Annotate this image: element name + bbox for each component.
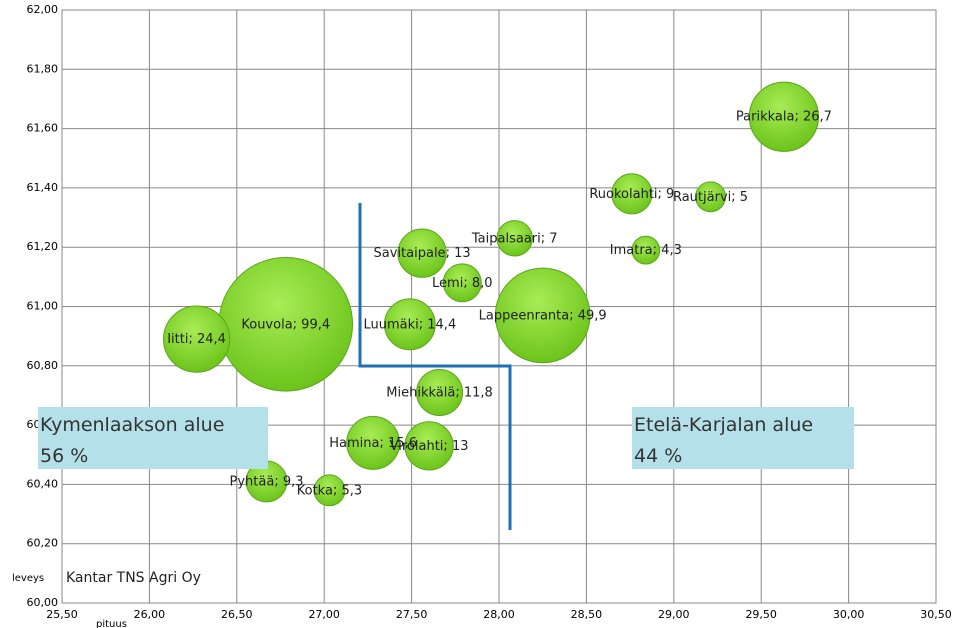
bubble-name: Virolahti <box>390 438 444 453</box>
x-tick-label: 30,00 <box>833 608 865 621</box>
bubble <box>748 81 820 152</box>
data-label: Iitti; 24,4 <box>167 332 226 347</box>
bubble-name: Savitaipale <box>374 246 446 261</box>
annotation-box <box>38 407 268 469</box>
bubble-name: Lappeenranta <box>479 308 570 323</box>
data-label: Imatra; 4,3 <box>610 243 682 258</box>
bubble-value: 8,0 <box>472 275 493 290</box>
annotation: Etelä-Karjalan alue <box>634 414 813 436</box>
bubble <box>163 305 231 373</box>
bubble <box>346 415 401 470</box>
bubble <box>442 263 482 303</box>
bubble-value: 15,6 <box>388 435 417 450</box>
annotation-box <box>632 407 854 469</box>
data-label: Miehikkälä; 11,8 <box>386 385 493 400</box>
bubble <box>397 228 447 278</box>
data-label: Rautjärvi; 5 <box>673 189 748 204</box>
bubble-value: 5 <box>740 189 748 204</box>
x-tick-label: 26,50 <box>221 608 253 621</box>
bubble-value: 7 <box>549 231 557 246</box>
y-tick-label: 61,60 <box>27 122 59 135</box>
data-label: Savitaipale; 13 <box>374 246 471 261</box>
bubble <box>404 421 454 471</box>
x-tick-label: 30,50 <box>920 608 952 621</box>
bubble-name: Kotka <box>297 483 333 498</box>
y-axis-label: leveys <box>12 573 44 584</box>
bubble-name: Imatra <box>610 243 653 258</box>
bubble-value: 26,7 <box>803 109 832 124</box>
source: Kantar TNS Agri Oy <box>66 570 201 586</box>
y-tick-label: 61,80 <box>27 62 59 75</box>
data-label: Luumäki; 14,4 <box>363 317 456 332</box>
bubble-name: Luumäki <box>363 317 418 332</box>
x-tick-label: 29,50 <box>745 608 777 621</box>
y-tick-label: 61,40 <box>27 181 59 194</box>
bubble <box>496 220 533 257</box>
bubble-value: 5,3 <box>341 483 362 498</box>
data-label: Lappeenranta; 49,9 <box>479 308 607 323</box>
data-label: Ruokolahti; 9 <box>589 186 674 201</box>
bubble-name: Parikkala <box>736 109 795 124</box>
y-tick-label: 61,00 <box>27 300 59 313</box>
bubble <box>695 181 726 213</box>
bubble-value: 24,4 <box>197 332 226 347</box>
bubble <box>494 267 591 364</box>
x-tick-label: 26,00 <box>134 608 166 621</box>
bubble-name: Pyhtää <box>230 474 275 489</box>
x-tick-label: 27,00 <box>308 608 340 621</box>
x-tick-label: 25,50 <box>46 608 78 621</box>
y-tick-label: 60,40 <box>27 477 59 490</box>
bubble-name: Ruokolahti <box>589 186 657 201</box>
bubble <box>611 173 653 215</box>
data-label: Kotka; 5,3 <box>297 483 362 498</box>
data-label: Pyhtää; 9,3 <box>230 474 304 489</box>
data-label: Hamina; 15,6 <box>329 435 417 450</box>
bubble-value: 14,4 <box>427 317 456 332</box>
x-tick-label: 28,00 <box>483 608 515 621</box>
bubble-name: Kouvola <box>241 317 292 332</box>
y-tick-label: 61,20 <box>27 240 59 253</box>
bubble <box>383 298 436 351</box>
bubble-value: 9,3 <box>283 474 304 489</box>
annotation: Kymenlaakson alue <box>40 414 224 436</box>
data-label: Taipalsaari; 7 <box>471 231 558 246</box>
divider-line <box>358 203 512 530</box>
y-tick-label: 60,20 <box>27 537 59 550</box>
data-label: Kouvola; 99,4 <box>241 317 330 332</box>
bubble-name: Rautjärvi <box>673 189 731 204</box>
x-tick-label: 28,50 <box>571 608 603 621</box>
x-axis-label: pituus <box>96 619 127 628</box>
bubble-value: 11,8 <box>464 385 493 400</box>
bubble-name: Iitti <box>167 332 188 347</box>
data-label: Parikkala; 26,7 <box>736 109 832 124</box>
bubble <box>416 368 464 417</box>
bubble <box>313 474 346 507</box>
bubble-value: 13 <box>452 438 469 453</box>
annotation: 44 % <box>634 445 682 467</box>
bubble-value: 13 <box>454 246 471 261</box>
y-tick-label: 60,00 <box>27 596 59 609</box>
bubble-value: 99,4 <box>301 317 330 332</box>
bubble-value: 49,9 <box>578 308 607 323</box>
x-tick-label: 29,00 <box>658 608 690 621</box>
data-label: Virolahti; 13 <box>390 438 469 453</box>
bubble-value: 9 <box>666 186 674 201</box>
bubble-name: Lemi <box>432 275 463 290</box>
data-label: Lemi; 8,0 <box>432 275 493 290</box>
y-tick-label: 62,00 <box>27 3 59 16</box>
bubble-name: Taipalsaari <box>471 231 541 246</box>
x-tick-label: 27,50 <box>396 608 428 621</box>
bubble <box>631 235 661 265</box>
y-tick-label: 60,80 <box>27 359 59 372</box>
annotation: 56 % <box>40 445 88 467</box>
bubble-value: 4,3 <box>661 243 682 258</box>
bubble-name: Miehikkälä <box>386 385 455 400</box>
bubble-name: Hamina <box>329 435 379 450</box>
